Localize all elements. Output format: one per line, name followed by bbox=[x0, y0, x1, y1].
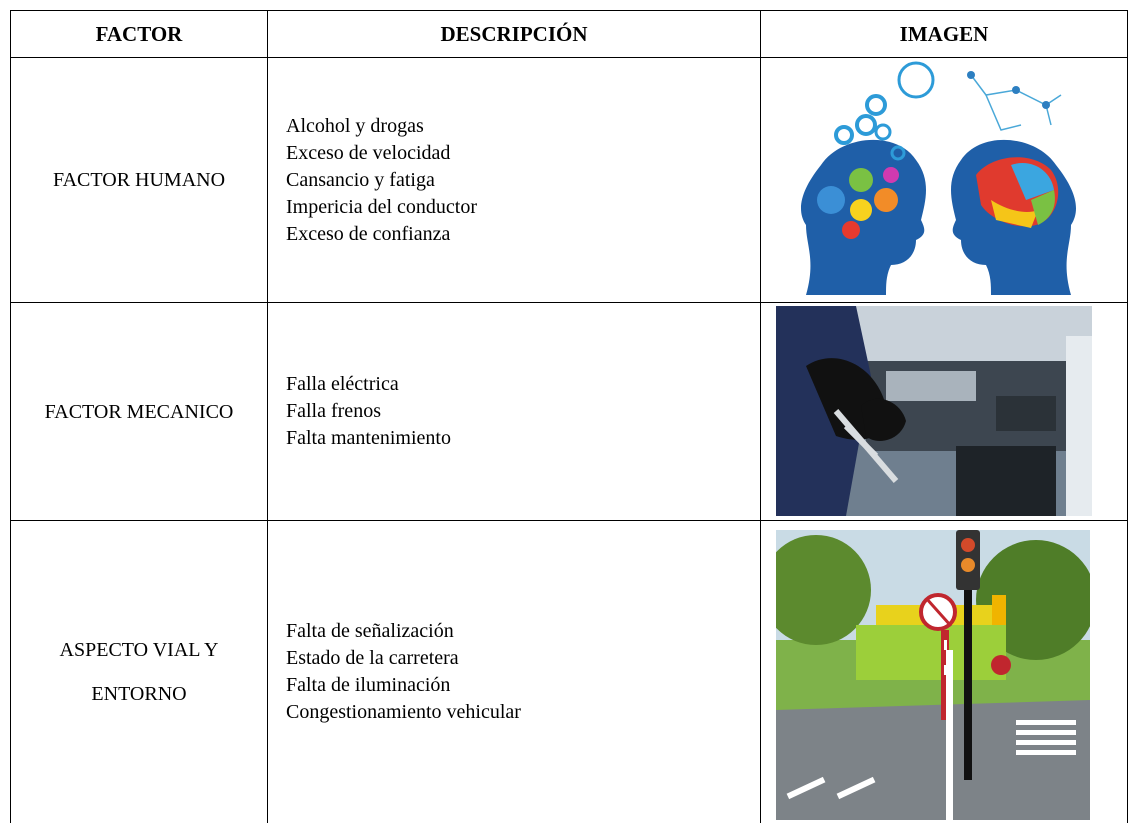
description-list: Alcohol y drogas Exceso de velocidad Cansa… bbox=[286, 113, 477, 248]
header-cell: DESCRIPCIÓN bbox=[440, 21, 588, 46]
description-cell: Falla eléctrica Falla frenos Falta manteni… bbox=[268, 303, 760, 520]
description-line: Cansancio y fatiga bbox=[286, 168, 435, 191]
description-line: Falla eléctrica bbox=[286, 373, 399, 395]
description-line: Exceso de velocidad bbox=[286, 141, 451, 164]
header-cell: IMAGEN bbox=[899, 21, 989, 46]
description-line: Alcohol y drogas bbox=[286, 114, 424, 137]
factor-cell: FACTOR HUMANO bbox=[11, 58, 267, 302]
description-cell: Alcohol y drogas Exceso de velocidad Cansa… bbox=[268, 58, 760, 302]
description-line: Congestionamiento vehicular bbox=[286, 701, 521, 723]
header-cell: FACTOR bbox=[95, 21, 183, 46]
factor-label: FACTOR HUMANO bbox=[52, 169, 226, 191]
description-line: Falta de iluminación bbox=[286, 674, 451, 696]
description-line: Impericia del conductor bbox=[286, 195, 478, 218]
description-list: Falla eléctrica Falla frenos Falta manteni… bbox=[286, 371, 451, 452]
description-line: Falta de señalización bbox=[286, 620, 454, 642]
factor-cell: ASPECTO VIAL Y ENTORNO bbox=[11, 521, 267, 823]
image-road-factor bbox=[776, 530, 1090, 820]
description-line: Estado de la carretera bbox=[286, 647, 459, 669]
description-list: Falta de señalización Estado de la carret… bbox=[286, 618, 521, 726]
description-line: Exceso de confianza bbox=[286, 222, 451, 245]
image-human-factor bbox=[801, 61, 1076, 295]
description-cell: Falta de señalización Estado de la carret… bbox=[268, 521, 760, 823]
factor-cell: FACTOR MECANICO bbox=[11, 303, 267, 520]
description-line: Falta mantenimiento bbox=[286, 427, 451, 449]
factor-label: ASPECTO VIAL Y ENTORNO bbox=[59, 639, 219, 705]
factor-label: FACTOR MECANICO bbox=[44, 400, 234, 423]
description-line: Falla frenos bbox=[286, 400, 381, 422]
image-mechanical-factor bbox=[776, 306, 1092, 516]
